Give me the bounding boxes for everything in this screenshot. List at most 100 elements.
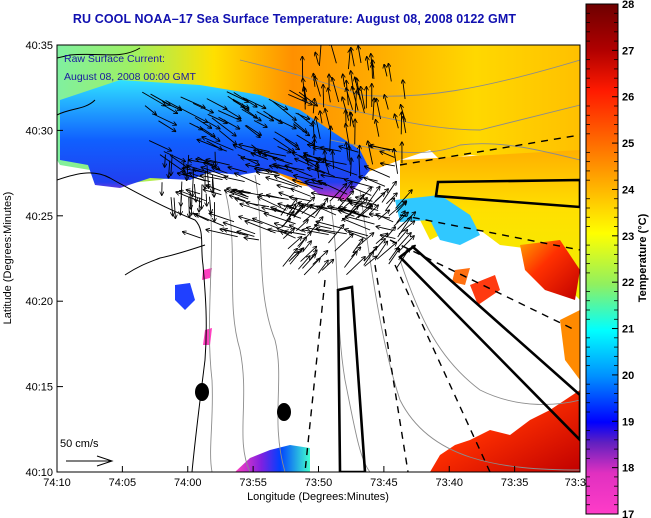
current-vector [358,46,362,63]
plot-area: Raw Surface Current: August 08, 2008 00:… [57,45,580,472]
current-vector [277,146,291,152]
current-vector [148,140,171,151]
current-vector [279,193,295,199]
sst-region-southeast [430,390,580,472]
current-vector [352,87,359,111]
current-vector [394,149,399,174]
current-vector [370,214,391,219]
current-vector [301,205,311,214]
current-vector [315,225,332,230]
current-vector [228,167,248,173]
current-vector [328,225,343,244]
colorbar-label: Temperature (°C) [637,213,649,302]
current-vector [339,201,352,212]
current-vector [364,178,386,187]
current-vector [202,137,234,151]
current-vector [403,80,406,100]
current-vector [321,175,346,180]
current-vector [202,167,229,178]
x-axis-label: Longitude (Degrees:Minutes) [247,491,389,503]
current-vector [270,166,292,172]
current-vector [207,113,227,123]
current-vector [375,233,388,245]
current-vectors [142,45,415,276]
current-vector [275,223,291,229]
current-vector [207,160,230,166]
current-vector [272,101,296,121]
current-vector [316,222,343,229]
x-tick-label: 74:05 [109,477,137,489]
current-vector [286,204,296,217]
current-vector [343,74,345,87]
current-vector [263,110,281,123]
current-vector [187,190,201,195]
sst-region-east [400,150,580,300]
current-vector [352,239,363,254]
current-vector [302,254,315,269]
current-vector [206,230,238,238]
current-vector [199,197,200,212]
colorbar-tick-label: 27 [622,45,634,57]
current-vector [225,190,249,200]
current-vector [317,159,347,165]
current-vector [358,233,374,247]
current-vector [318,45,322,67]
y-tick-label: 40:10 [25,467,53,479]
current-vector [323,85,324,108]
current-vector [224,229,246,236]
restricted-area-box [336,285,367,472]
current-vector [308,168,325,174]
current-vector [206,121,219,129]
current-vector [298,155,319,168]
sst-patch-bay [175,283,195,310]
current-vector [359,155,360,179]
sst-patch-red [520,240,580,300]
current-vector [373,98,374,120]
current-vector [377,227,394,231]
current-vector [235,173,261,186]
current-vector [253,120,267,128]
current-vector [224,177,245,182]
shipping-lanes [304,134,580,472]
current-vector [397,217,411,238]
y-tick-label: 40:15 [25,382,53,394]
current-vector [191,195,192,214]
current-vector [280,205,288,216]
current-vector [397,236,414,253]
current-vector [267,195,284,200]
current-vector [346,143,348,161]
bathymetry-contours [208,59,580,472]
current-vector [240,105,257,118]
current-vector [239,145,270,153]
current-vector [327,164,358,176]
colorbar-tick-label: 23 [622,231,634,243]
current-vector [361,87,366,110]
current-vector [190,190,191,208]
current-vector [163,151,185,162]
current-vector [328,88,331,103]
current-vector [339,147,359,153]
current-vector [295,159,314,167]
current-vector [355,91,356,114]
current-vector [306,160,324,164]
current-vector [206,193,207,206]
x-tick-label: 73:35 [501,477,529,489]
current-vector [144,105,156,115]
current-vector [397,212,415,230]
current-vector [296,134,314,145]
current-vector [357,206,372,219]
current-vector [348,49,350,70]
current-vector [189,196,190,217]
current-vector [210,213,235,223]
current-vector [380,152,395,158]
current-vector [371,239,385,254]
current-vector [212,168,228,174]
current-vector [343,219,371,231]
current-vector [329,184,346,202]
current-vector [302,241,311,253]
current-vector [312,193,341,199]
current-vector [235,198,259,207]
current-vector [192,170,193,197]
current-vector [226,91,248,102]
current-vector [256,111,273,120]
